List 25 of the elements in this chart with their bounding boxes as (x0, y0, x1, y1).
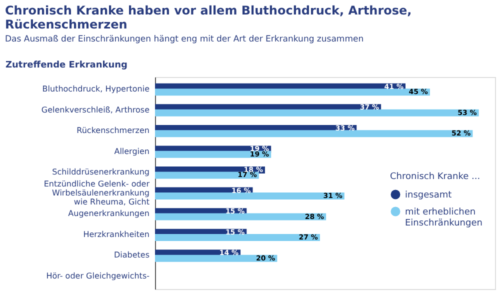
y-tick-label: Diabetes (114, 250, 150, 260)
chart-title: Chronisch Kranke haben vor allem Bluthochdruck, Arthrose, Rückenschmerzen (5, 4, 412, 32)
y-tick-label: Augenerkrankungen (68, 209, 150, 218)
legend-label: mit erheblichen Einschränkungen (405, 208, 482, 228)
y-tick-label: Bluthochdruck, Hypertonie (42, 84, 150, 94)
chart-subtitle: Das Ausmaß der Einschränkungen hängt eng mit der Art der Erkrankung zusammen (5, 34, 364, 44)
bar (155, 234, 320, 242)
bar (155, 150, 272, 158)
bar (155, 192, 344, 200)
y-tick-label: Hör- oder Gleichgewichts- (46, 272, 150, 281)
y-tick-label: Rückenschmerzen (76, 126, 150, 136)
bar (155, 254, 278, 262)
y-tick-label: Schilddrüsenerkrankung (52, 168, 150, 177)
bar (155, 130, 473, 138)
legend-label: insgesamt (405, 190, 452, 200)
legend-title: Chronisch Kranke ... (390, 172, 480, 182)
bar (155, 109, 479, 116)
y-tick-label: Entzündliche Gelenk- oder Wirbelsäulenerkrankung wie Rheuma, Gicht (44, 179, 150, 206)
y-tick-label: Allergien (114, 146, 150, 156)
bar (155, 172, 259, 179)
y-tick-label: Herzkrankheiten (83, 230, 150, 239)
bar (155, 213, 326, 220)
bar (155, 88, 430, 96)
y-axis-title: Zutreffende Erkrankung (6, 60, 128, 70)
y-tick-label: Gelenkverschleiß, Arthrose (41, 105, 150, 114)
